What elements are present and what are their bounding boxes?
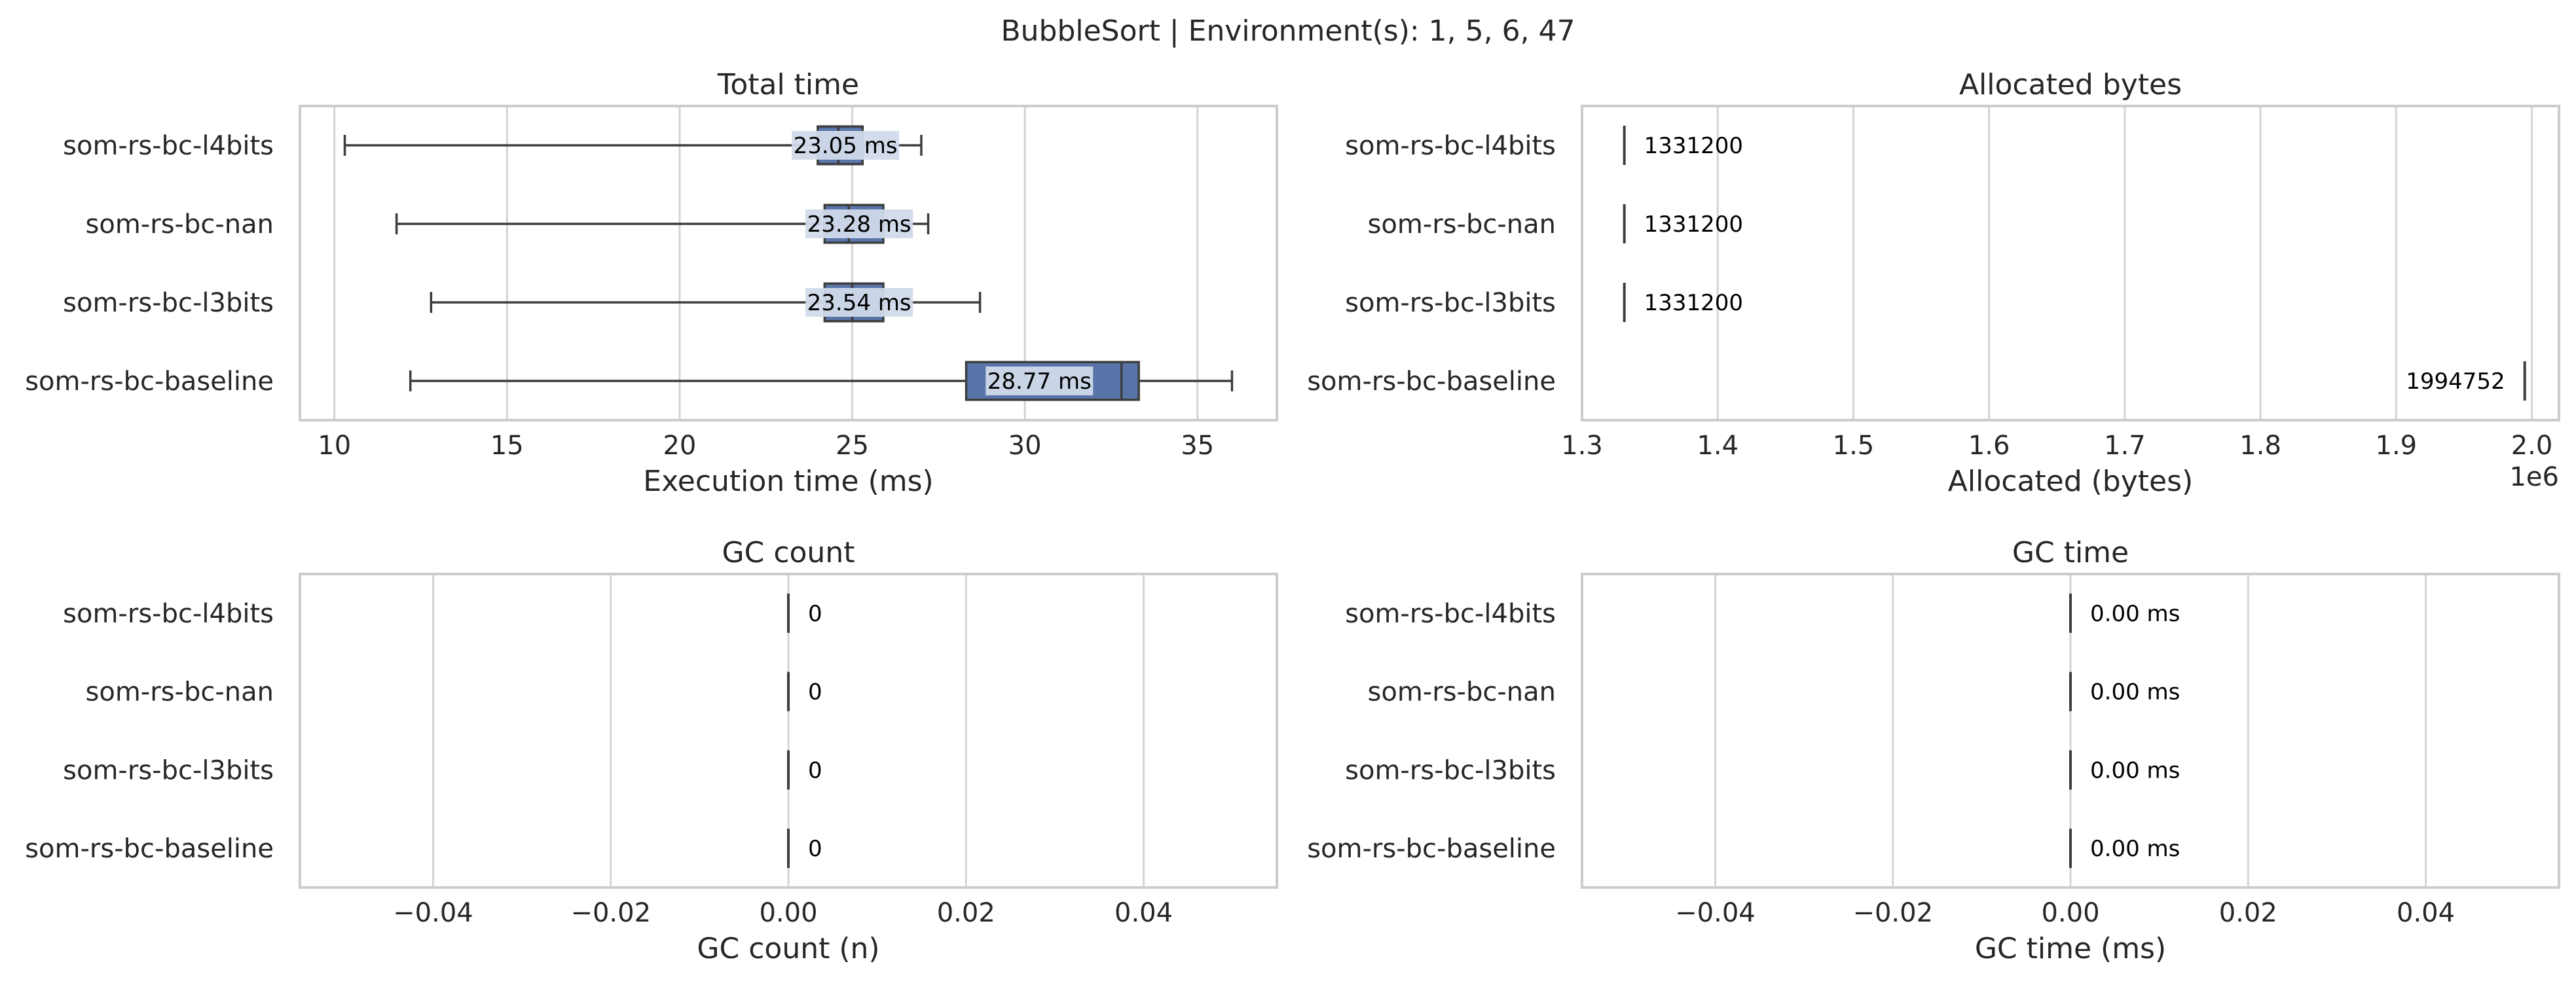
xtick-label-total_time-4: 30 bbox=[1008, 431, 1042, 461]
box-gc_time-1: 0.00 ms bbox=[2069, 672, 2180, 711]
ytick-label-gc_time-2: som-rs-bc-l3bits bbox=[1345, 755, 1556, 785]
value-label-gc_time-2: 0.00 ms bbox=[2090, 757, 2180, 783]
xtick-label-gc_count-1: −0.02 bbox=[570, 898, 651, 928]
xtick-label-gc_count-2: 0.00 bbox=[759, 898, 817, 928]
panel-frame-allocated_bytes bbox=[1581, 105, 2560, 421]
ytick-label-gc_time-1: som-rs-bc-nan bbox=[1368, 677, 1556, 708]
xtick-label-total_time-5: 35 bbox=[1181, 431, 1214, 461]
xtick-label-total_time-1: 15 bbox=[490, 431, 524, 461]
xtick-label-allocated_bytes-0: 1.3 bbox=[1561, 431, 1603, 461]
ytick-label-gc_count-3: som-rs-bc-baseline bbox=[25, 834, 274, 864]
value-label-gc_count-0: 0 bbox=[808, 601, 822, 627]
xtick-label-allocated_bytes-1: 1.4 bbox=[1697, 431, 1739, 461]
panel-gc_time: GC time −0.04 −0.02 0.00 0.02 0.04 GC time (ms… bbox=[1307, 536, 2560, 965]
box-gc_count-1: 0 bbox=[787, 672, 822, 711]
ytick-label-gc_time-0: som-rs-bc-l4bits bbox=[1345, 599, 1556, 629]
ytick-label-total_time-1: som-rs-bc-nan bbox=[86, 209, 274, 240]
box-total_time-0: 23.05 ms bbox=[343, 125, 923, 166]
xtick-label-allocated_bytes-7: 2.0 bbox=[2511, 431, 2553, 461]
box-allocated_bytes-0: 1331200 bbox=[1623, 126, 1743, 165]
ytick-label-allocated_bytes-3: som-rs-bc-baseline bbox=[1307, 367, 1556, 397]
box-gc_count-0: 0 bbox=[787, 593, 822, 633]
xtick-label-allocated_bytes-2: 1.5 bbox=[1833, 431, 1875, 461]
box-gc_count-3: 0 bbox=[787, 829, 822, 869]
xaxis-offset-label-allocated_bytes: 1e6 bbox=[2509, 462, 2559, 492]
panels: Total time 10 15 20 25 30 35 Execution time (ms… bbox=[25, 68, 2560, 965]
ytick-label-allocated_bytes-0: som-rs-bc-l4bits bbox=[1345, 131, 1556, 161]
xtick-label-gc_time-2: 0.00 bbox=[2041, 898, 2099, 928]
value-label-gc_time-3: 0.00 ms bbox=[2090, 836, 2180, 862]
value-label-total_time-2: 23.54 ms bbox=[807, 290, 911, 316]
box-total_time-1: 23.28 ms bbox=[395, 204, 930, 244]
value-label-total_time-3: 28.77 ms bbox=[987, 368, 1092, 395]
ytick-label-gc_count-1: som-rs-bc-nan bbox=[86, 677, 274, 708]
xtick-label-gc_count-3: 0.02 bbox=[937, 898, 995, 928]
xtick-label-gc_time-3: 0.02 bbox=[2219, 898, 2277, 928]
panel-frame-total_time bbox=[299, 105, 1278, 421]
value-label-bg-total_time-2 bbox=[805, 288, 913, 317]
value-label-total_time-1: 23.28 ms bbox=[807, 211, 911, 238]
box-total_time-2: 23.54 ms bbox=[430, 282, 982, 323]
box-allocated_bytes-1: 1331200 bbox=[1623, 204, 1743, 243]
panel-title-total_time: Total time bbox=[717, 68, 859, 101]
ytick-label-gc_time-3: som-rs-bc-baseline bbox=[1307, 834, 1556, 864]
xaxis-label-allocated_bytes: Allocated (bytes) bbox=[1948, 465, 2193, 498]
value-label-bg-total_time-1 bbox=[805, 209, 913, 238]
panel-frame-gc_count bbox=[299, 573, 1278, 889]
xtick-label-allocated_bytes-5: 1.8 bbox=[2239, 431, 2281, 461]
xtick-label-gc_count-0: −0.04 bbox=[393, 898, 473, 928]
value-label-total_time-0: 23.05 ms bbox=[794, 133, 898, 159]
xtick-label-allocated_bytes-6: 1.9 bbox=[2376, 431, 2418, 461]
xtick-label-gc_count-4: 0.04 bbox=[1114, 898, 1173, 928]
xtick-label-gc_time-4: 0.04 bbox=[2397, 898, 2455, 928]
value-label-allocated_bytes-1: 1331200 bbox=[1644, 211, 1743, 238]
panel-gc_count: GC count −0.04 −0.02 0.00 0.02 0.04 GC count (… bbox=[25, 536, 1278, 965]
value-label-allocated_bytes-3: 1994752 bbox=[2406, 368, 2505, 395]
panel-frame-gc_time bbox=[1581, 573, 2560, 889]
box-gc_time-3: 0.00 ms bbox=[2069, 829, 2180, 869]
panel-allocated_bytes: Allocated bytes 1.3 1.4 1.5 1.6 1.7 1.8 1.9 2.0 A… bbox=[1307, 68, 2560, 498]
box-total_time-3: 28.77 ms bbox=[409, 361, 1234, 401]
value-label-allocated_bytes-0: 1331200 bbox=[1644, 133, 1743, 159]
xaxis-label-gc_time: GC time (ms) bbox=[1975, 932, 2166, 965]
box-allocated_bytes-2: 1331200 bbox=[1623, 283, 1743, 322]
panel-total_time: Total time 10 15 20 25 30 35 Execution time (ms… bbox=[25, 68, 1278, 498]
value-label-gc_count-2: 0 bbox=[808, 757, 822, 783]
panel-title-gc_count: GC count bbox=[722, 536, 855, 569]
xtick-label-gc_time-1: −0.02 bbox=[1852, 898, 1933, 928]
ytick-label-total_time-0: som-rs-bc-l4bits bbox=[63, 131, 274, 161]
figure-title: BubbleSort | Environment(s): 1, 5, 6, 47 bbox=[1001, 14, 1575, 48]
box-gc_count-2: 0 bbox=[787, 750, 822, 790]
ytick-label-allocated_bytes-2: som-rs-bc-l3bits bbox=[1345, 288, 1556, 318]
xtick-label-gc_time-0: −0.04 bbox=[1675, 898, 1756, 928]
value-label-bg-total_time-0 bbox=[792, 131, 900, 160]
xaxis-label-total_time: Execution time (ms) bbox=[643, 465, 933, 498]
xtick-label-total_time-0: 10 bbox=[318, 431, 351, 461]
xtick-label-allocated_bytes-3: 1.6 bbox=[1968, 431, 2010, 461]
value-label-allocated_bytes-2: 1331200 bbox=[1644, 290, 1743, 316]
box-gc_time-2: 0.00 ms bbox=[2069, 750, 2180, 790]
value-label-gc_time-1: 0.00 ms bbox=[2090, 679, 2180, 706]
xtick-label-allocated_bytes-4: 1.7 bbox=[2104, 431, 2146, 461]
ytick-label-gc_count-2: som-rs-bc-l3bits bbox=[63, 755, 274, 785]
value-label-gc_time-0: 0.00 ms bbox=[2090, 601, 2180, 627]
value-label-gc_count-1: 0 bbox=[808, 679, 822, 706]
box-gc_time-0: 0.00 ms bbox=[2069, 593, 2180, 633]
xtick-label-total_time-2: 20 bbox=[663, 431, 696, 461]
panel-title-gc_time: GC time bbox=[2012, 536, 2129, 569]
value-label-bg-total_time-3 bbox=[985, 367, 1094, 395]
box-allocated_bytes-3: 1994752 bbox=[2406, 361, 2526, 401]
panel-title-allocated_bytes: Allocated bytes bbox=[1959, 68, 2182, 101]
value-label-gc_count-3: 0 bbox=[808, 836, 822, 862]
xtick-label-total_time-3: 25 bbox=[836, 431, 869, 461]
ytick-label-total_time-2: som-rs-bc-l3bits bbox=[63, 288, 274, 318]
ytick-label-total_time-3: som-rs-bc-baseline bbox=[25, 367, 274, 397]
ytick-label-gc_count-0: som-rs-bc-l4bits bbox=[63, 599, 274, 629]
xaxis-label-gc_count: GC count (n) bbox=[697, 932, 879, 965]
ytick-label-allocated_bytes-1: som-rs-bc-nan bbox=[1368, 209, 1556, 240]
